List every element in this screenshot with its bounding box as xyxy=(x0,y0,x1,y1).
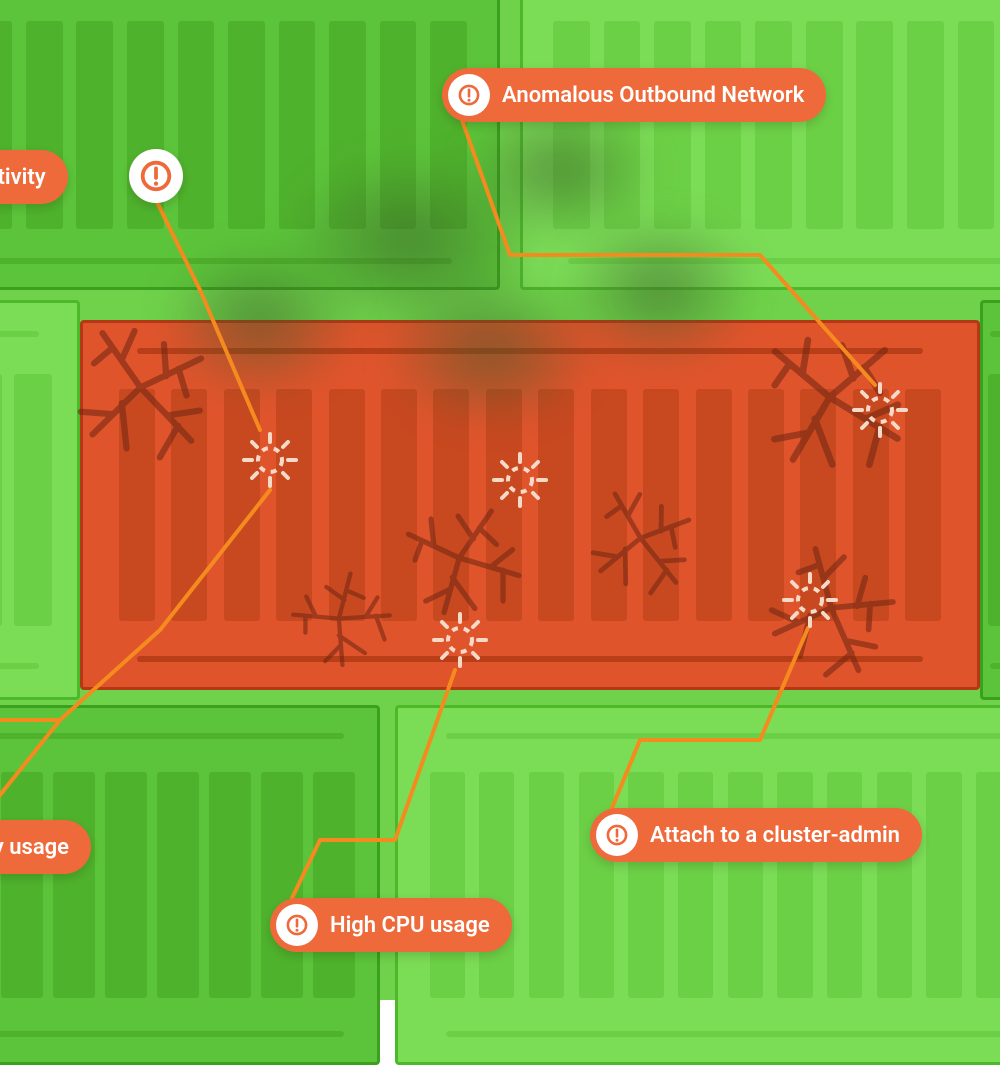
alert-label: Anomalous Outbound Network xyxy=(502,83,804,108)
alert-label: nory usage xyxy=(0,835,69,860)
alert-exclamation-icon xyxy=(276,904,318,946)
healthy-container xyxy=(395,705,1000,1065)
alert-memory-usage: nory usage xyxy=(0,820,91,874)
alert-anomalous-outbound-network: Anomalous Outbound Network xyxy=(442,68,826,122)
alert-attach-cluster-admin: Attach to a cluster-admin xyxy=(590,808,922,862)
alert-exclamation-icon xyxy=(596,814,638,856)
alert-label: Attach to a cluster-admin xyxy=(650,823,900,848)
healthy-container xyxy=(0,705,380,1065)
smoke xyxy=(380,270,600,430)
alert-exclamation-icon xyxy=(129,149,183,203)
crack xyxy=(739,306,921,494)
alert-activity: ctivity xyxy=(0,150,68,204)
infographic-scene: ctivity Anomalous Outbound Network nory … xyxy=(0,0,1000,1000)
alert-high-cpu-usage: High CPU usage xyxy=(270,898,512,952)
crack xyxy=(49,297,231,483)
alert-label: ctivity xyxy=(0,165,46,190)
alert-label: High CPU usage xyxy=(330,913,490,938)
alert-exclamation-icon xyxy=(448,74,490,116)
healthy-container xyxy=(980,300,1000,700)
